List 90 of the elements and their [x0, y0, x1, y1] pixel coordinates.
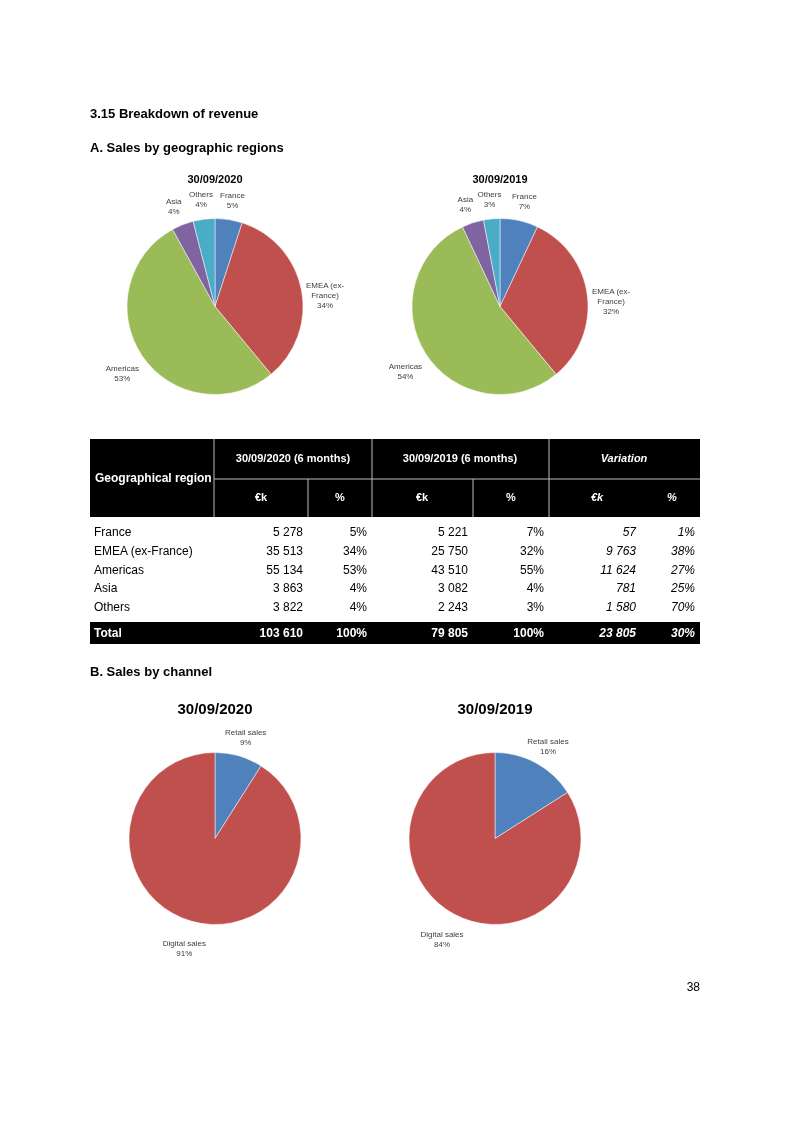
text: 23 805: [598, 626, 637, 640]
data-label: 91%: [176, 949, 193, 959]
text: Total: [94, 626, 122, 640]
text: 38%: [670, 543, 696, 558]
slice-label: France: [220, 190, 246, 200]
text: %: [667, 491, 678, 503]
text: 55%: [519, 562, 545, 577]
slice-label: Digital sales: [162, 939, 206, 949]
data-label: 53%: [114, 374, 131, 384]
text: 11 624: [600, 562, 637, 577]
slice-label: Asia: [165, 197, 183, 207]
text: 100%: [336, 626, 368, 640]
slice-label: Asia: [457, 194, 474, 204]
text: Others: [94, 600, 131, 615]
slice-label: Retail sales: [225, 727, 267, 737]
text: B. Sales by channel: [90, 664, 213, 679]
text: 3 863: [272, 581, 304, 596]
slice-label: Americas: [105, 364, 140, 374]
text: 35 513: [266, 543, 304, 558]
slice-label: Retail sales: [527, 737, 569, 747]
chart-title: 30/09/2019: [472, 173, 528, 185]
text: 25 750: [431, 543, 469, 558]
text: 3 822: [272, 600, 304, 615]
slice-label: Others: [477, 190, 502, 199]
slice-label: EMEA (ex-France): [305, 280, 345, 300]
pie-slice: [408, 752, 582, 925]
text: 27%: [669, 562, 696, 577]
chart-title: 30/09/2019: [457, 700, 533, 717]
text: 3.15 Breakdown of revenue: [90, 106, 259, 121]
text: 34%: [342, 543, 368, 558]
text: 1%: [677, 525, 696, 539]
text: 5 278: [272, 525, 304, 539]
data-label: 4%: [195, 200, 207, 210]
text: 9 763: [605, 543, 637, 558]
text: A. Sales by geographic regions: [90, 140, 284, 155]
text: 3 082: [437, 581, 469, 596]
text: 57: [622, 525, 638, 539]
data-label: 4%: [167, 207, 180, 217]
text: €k: [254, 491, 268, 503]
pie-slice: [128, 752, 302, 925]
text: 30%: [670, 626, 696, 640]
text: 4%: [349, 581, 368, 596]
data-label: 4%: [459, 204, 472, 214]
text: Variation: [600, 452, 648, 464]
text: Americas: [94, 562, 145, 577]
text: 7%: [526, 525, 545, 539]
data-label: 54%: [397, 371, 414, 381]
slice-label: France: [511, 192, 538, 202]
text: 5%: [349, 525, 368, 539]
text: 781: [615, 581, 636, 596]
data-label: 16%: [539, 747, 556, 757]
chart-title: 30/09/2020: [187, 173, 243, 185]
text: 32%: [519, 543, 545, 558]
text: 79 805: [431, 626, 469, 640]
slice-label: Others: [188, 190, 213, 200]
text: 100%: [513, 626, 545, 640]
text: Geographical region: [95, 471, 212, 485]
data-label: 7%: [518, 202, 531, 212]
data-label: 3%: [483, 200, 496, 209]
text: €k: [590, 491, 604, 503]
text: €k: [415, 491, 429, 503]
text: 3%: [526, 600, 545, 615]
text: 30/09/2019 (6 months): [402, 452, 518, 464]
text: 5 221: [437, 525, 469, 539]
text: %: [506, 491, 517, 503]
text: 25%: [669, 581, 696, 596]
data-label: 9%: [239, 737, 252, 747]
text: 70%: [670, 600, 696, 615]
text: 1 580: [605, 600, 637, 615]
slice-label: EMEA (ex-France): [592, 287, 631, 307]
chart-title: 30/09/2020: [177, 700, 253, 717]
text: EMEA (ex-France): [94, 543, 193, 558]
text: 2 243: [437, 600, 469, 615]
text: 38: [686, 980, 701, 994]
data-label: 5%: [226, 200, 239, 210]
text: 43 510: [431, 562, 469, 577]
data-label: 34%: [317, 300, 334, 310]
data-label: 32%: [603, 307, 620, 317]
text: 4%: [526, 581, 545, 596]
text: Asia: [94, 581, 118, 596]
text: France: [94, 525, 132, 539]
text: 55 134: [266, 562, 304, 577]
text: %: [335, 491, 346, 503]
text: 53%: [342, 562, 368, 577]
text: 103 610: [259, 626, 304, 640]
text: 30/09/2020 (6 months): [235, 452, 351, 464]
text: 4%: [349, 600, 368, 615]
data-label: 84%: [434, 939, 451, 949]
slice-label: Digital sales: [420, 929, 464, 939]
slice-label: Americas: [388, 361, 423, 371]
